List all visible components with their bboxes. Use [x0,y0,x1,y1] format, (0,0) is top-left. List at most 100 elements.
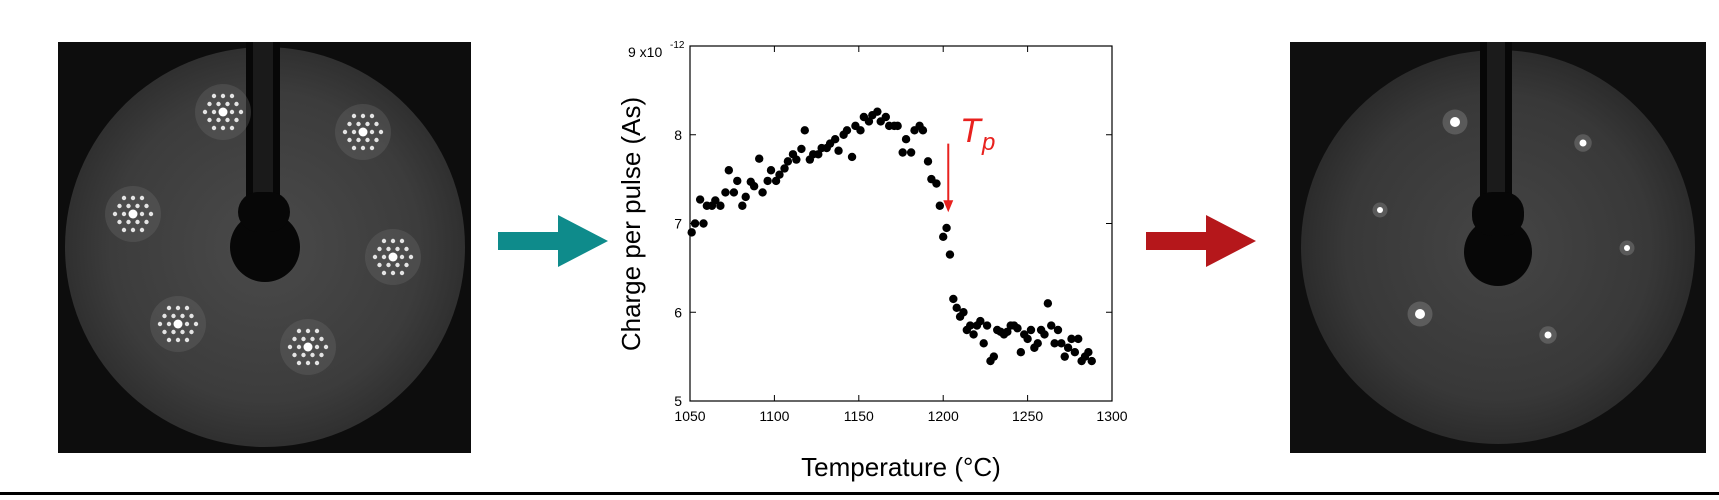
diffraction-spot [342,129,348,135]
data-point [724,166,734,175]
diffraction-spot [173,319,183,329]
data-point [695,195,705,204]
data-point [939,232,948,242]
data-point [989,352,999,361]
data-point [982,321,992,330]
diffraction-spot [365,121,370,127]
diffraction-spot [229,109,235,115]
diffraction-spot [139,195,145,201]
annotation-label-sub: p [981,129,995,156]
diffraction-spot [135,203,140,209]
diffraction-spot [126,203,131,209]
data-point [721,188,730,197]
diffraction-spot [347,121,352,127]
data-point [1074,334,1083,344]
diffraction-spot [234,101,239,107]
diffraction-spot [303,342,313,352]
diffraction-spot [360,145,366,151]
diffraction-spot [162,313,167,319]
data-point [830,134,840,144]
data-point [847,152,857,162]
diffraction-spot [166,321,172,327]
data-point [945,250,955,259]
data-point [1070,347,1080,357]
diffraction-spot [296,328,302,334]
diffraction-spot [356,121,361,127]
x-axis-ticks: 1050 1100 1150 1200 1250 1300 [674,46,1128,424]
diffraction-spot [347,137,352,143]
diffraction-spot [193,321,199,327]
diffraction-spot [314,328,320,334]
x-tick-label: 1050 [674,408,705,424]
diffraction-spot [369,113,375,119]
data-point [901,134,911,144]
diffraction-spot [162,329,167,335]
diffraction-spot [319,336,324,342]
diffraction-spot [390,238,396,244]
diffraction-spot [360,113,366,119]
diffraction-spot [292,336,297,342]
arrow-right-red-icon [1146,215,1256,267]
transition-annotation: T p [943,112,995,213]
diffraction-spot [139,211,145,217]
data-point [966,321,975,330]
diffraction-spot [395,246,400,252]
data-point [1023,334,1032,344]
diffraction-spot [112,211,118,217]
diffraction-spot [408,254,414,260]
diffraction-spot [184,305,190,311]
data-point [814,150,823,159]
diffraction-spot [225,117,230,123]
diffraction-spot [130,227,136,233]
diffraction-spot [180,313,185,319]
diffraction-spot [229,125,235,131]
left-diffraction-pattern [58,42,471,453]
diffraction-spot [314,360,320,366]
diffraction-spot [399,238,405,244]
diffraction-spot [404,246,409,252]
diffraction-spot [296,344,302,350]
x-tick-label: 1100 [759,408,789,424]
diffraction-spot [399,254,405,260]
arrow-right-teal-icon [498,215,608,267]
diffraction-spot [1415,309,1425,319]
data-points [687,107,1096,366]
diffraction-spot [319,352,324,358]
right-diffraction-image [1290,42,1706,453]
diffraction-spot [377,262,382,268]
diffraction-spot [211,109,217,115]
data-point [766,166,776,175]
diffraction-spot [310,352,315,358]
diffraction-spot [1450,117,1460,127]
data-point [1050,339,1059,348]
data-point [1057,339,1066,348]
data-point [699,219,708,228]
plot-frame [689,45,1113,402]
x-tick-label: 1150 [844,408,874,424]
diffraction-spot [166,337,172,343]
diffraction-spot [180,329,185,335]
data-point [893,121,902,131]
data-point [1060,352,1069,361]
data-point [758,188,767,197]
diffraction-spot [171,329,176,335]
diffraction-spot [175,305,181,311]
diffraction-spot [390,270,396,276]
diffraction-spot [301,336,306,342]
data-point [932,179,941,188]
data-point [873,107,882,116]
diffraction-spot [381,270,387,276]
x-tick-label: 1300 [1096,408,1127,424]
data-point [1047,321,1056,330]
diffraction-spot [296,360,302,366]
diffraction-spot [381,238,387,244]
y-tick-label: 6 [674,304,682,320]
diffraction-spot [292,352,297,358]
data-point [942,223,951,233]
data-point [842,126,852,135]
data-point [1013,324,1022,333]
data-point [763,176,772,186]
y-tick-label: 8 [674,127,682,143]
y-tick-label: 5 [674,393,682,409]
